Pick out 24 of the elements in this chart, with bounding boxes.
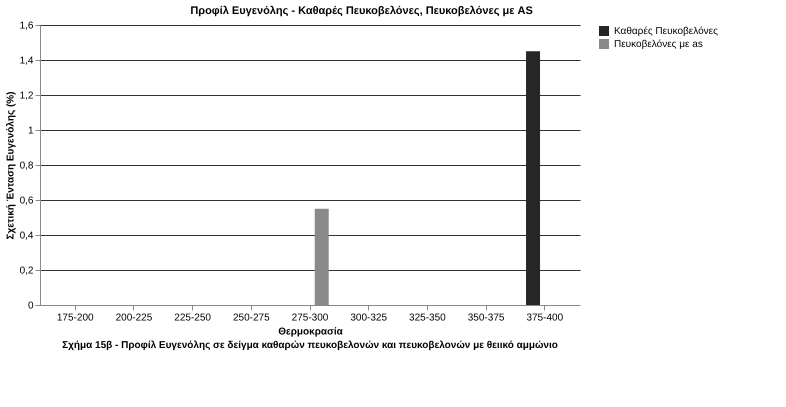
x-tick-label: 225-250 — [174, 312, 212, 324]
y-tick-label: 0,6 — [20, 196, 34, 206]
x-tick-label: 250-275 — [232, 312, 270, 324]
x-axis-title: Θερμοκρασία — [278, 326, 344, 338]
y-tick-label: 0,2 — [20, 266, 34, 276]
x-tick-label: 375-400 — [526, 312, 564, 324]
x-tick-label: 350-375 — [468, 312, 505, 324]
y-tick-label: 1 — [28, 126, 34, 136]
text: Σχήμα 15β - Προφίλ Ευγενόλης σε δείγμα καθαρών πευκοβελονών και πευκοβελονών με θειικό αμμώνιο — [62, 340, 558, 351]
x-tick-label: 300-325 — [350, 312, 388, 324]
legend-label: Πευκοβελόνες με as — [614, 39, 703, 50]
legend-label: Καθαρές Πευκοβελόνες — [614, 26, 718, 37]
y-tick-label: 1,2 — [20, 90, 34, 102]
x-tick-label: 175-200 — [56, 312, 94, 324]
x-tick-label: 200-225 — [116, 312, 153, 324]
x-tick-label: 325-350 — [409, 312, 446, 324]
y-tick-label: 1,6 — [20, 20, 34, 32]
x-tick-label: 275-300 — [292, 312, 329, 324]
chart-title: Προφίλ Ευγενόλης - Καθαρές Πευκοβελόνες, Πευκοβελόνες με AS — [190, 5, 533, 17]
y-tick-label: 0 — [28, 300, 34, 312]
y-tick-label: 0,4 — [20, 230, 34, 242]
y-tick-label: 0,8 — [20, 160, 34, 172]
y-tick-label: 1,4 — [20, 56, 34, 66]
y-axis-title: Σχετική Ένταση Ευγενόλης (%) — [6, 91, 17, 240]
